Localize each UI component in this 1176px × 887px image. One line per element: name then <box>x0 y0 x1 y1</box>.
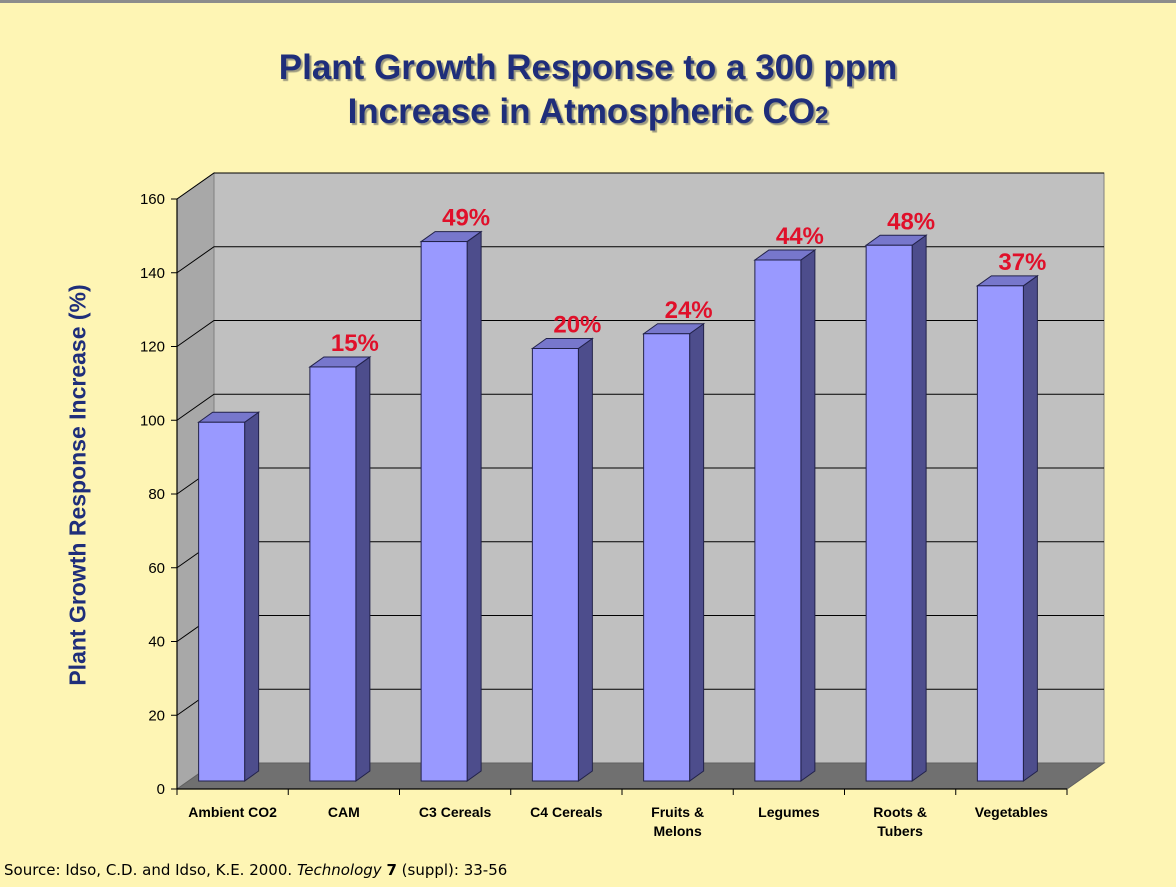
y-tick-label: 120 <box>140 339 165 356</box>
y-tick-label: 80 <box>148 486 165 503</box>
y-tick-label: 20 <box>148 707 165 724</box>
y-tick-label: 60 <box>148 560 165 577</box>
x-tick-label: Vegetables <box>975 804 1048 820</box>
data-label: 15% <box>331 330 379 357</box>
bar <box>309 366 357 782</box>
bar-side <box>466 230 482 782</box>
bar <box>865 244 913 782</box>
bar-side <box>689 322 705 782</box>
bar-side <box>911 234 927 782</box>
bar <box>754 259 802 782</box>
gridline <box>176 172 1104 200</box>
x-tick-label: Fruits & <box>651 804 704 820</box>
source-prefix: Source: Idso, C.D. and Idso, K.E. 2000. <box>4 861 297 879</box>
data-label: 44% <box>776 223 824 250</box>
source-suffix: (suppl): 33-56 <box>396 861 508 879</box>
chart-title-line2-text: Increase in Atmospheric CO <box>347 92 816 131</box>
x-tick-label: Ambient CO2 <box>188 804 277 820</box>
data-label: 24% <box>665 297 713 324</box>
x-tick-label: Tubers <box>877 823 923 839</box>
x-tick-label: Melons <box>654 823 702 839</box>
source-volume: 7 <box>386 861 397 879</box>
data-label: 49% <box>442 205 490 232</box>
chart-title-line1: Plant Growth Response to a 300 ppm <box>278 48 898 87</box>
source-journal: Technology <box>296 861 382 879</box>
y-tick-label: 100 <box>140 412 165 429</box>
bar <box>643 333 691 782</box>
source-citation: Source: Idso, C.D. and Idso, K.E. 2000. … <box>4 861 507 879</box>
bar <box>198 421 246 782</box>
x-tick-label: Legumes <box>758 804 820 820</box>
y-tick-label: 140 <box>140 265 165 282</box>
gridline <box>176 246 1104 274</box>
bar-side <box>355 355 371 782</box>
top-rule <box>0 0 1176 3</box>
data-label: 48% <box>887 208 935 235</box>
bar <box>420 241 468 782</box>
chart-title-subscript: 2 <box>815 102 829 129</box>
chart-title: Plant Growth Response to a 300 ppm Incre… <box>0 46 1176 138</box>
bar-side <box>577 337 593 782</box>
bar-side <box>1022 274 1038 782</box>
bar <box>976 285 1024 782</box>
x-tick-label: C4 Cereals <box>530 804 603 820</box>
y-tick-label: 40 <box>148 634 165 651</box>
x-tick-label: CAM <box>328 804 360 820</box>
bar <box>531 348 579 782</box>
chart-title-line2: Increase in Atmospheric CO2 <box>0 90 1176 138</box>
x-tick-label: C3 Cereals <box>419 804 492 820</box>
bar-side <box>800 249 816 782</box>
data-label: 20% <box>553 312 601 339</box>
y-tick-label: 0 <box>157 781 165 798</box>
y-tick-label: 160 <box>140 191 165 208</box>
bar-side <box>244 411 260 782</box>
data-label: 37% <box>998 249 1046 276</box>
x-tick-label: Roots & <box>873 804 927 820</box>
